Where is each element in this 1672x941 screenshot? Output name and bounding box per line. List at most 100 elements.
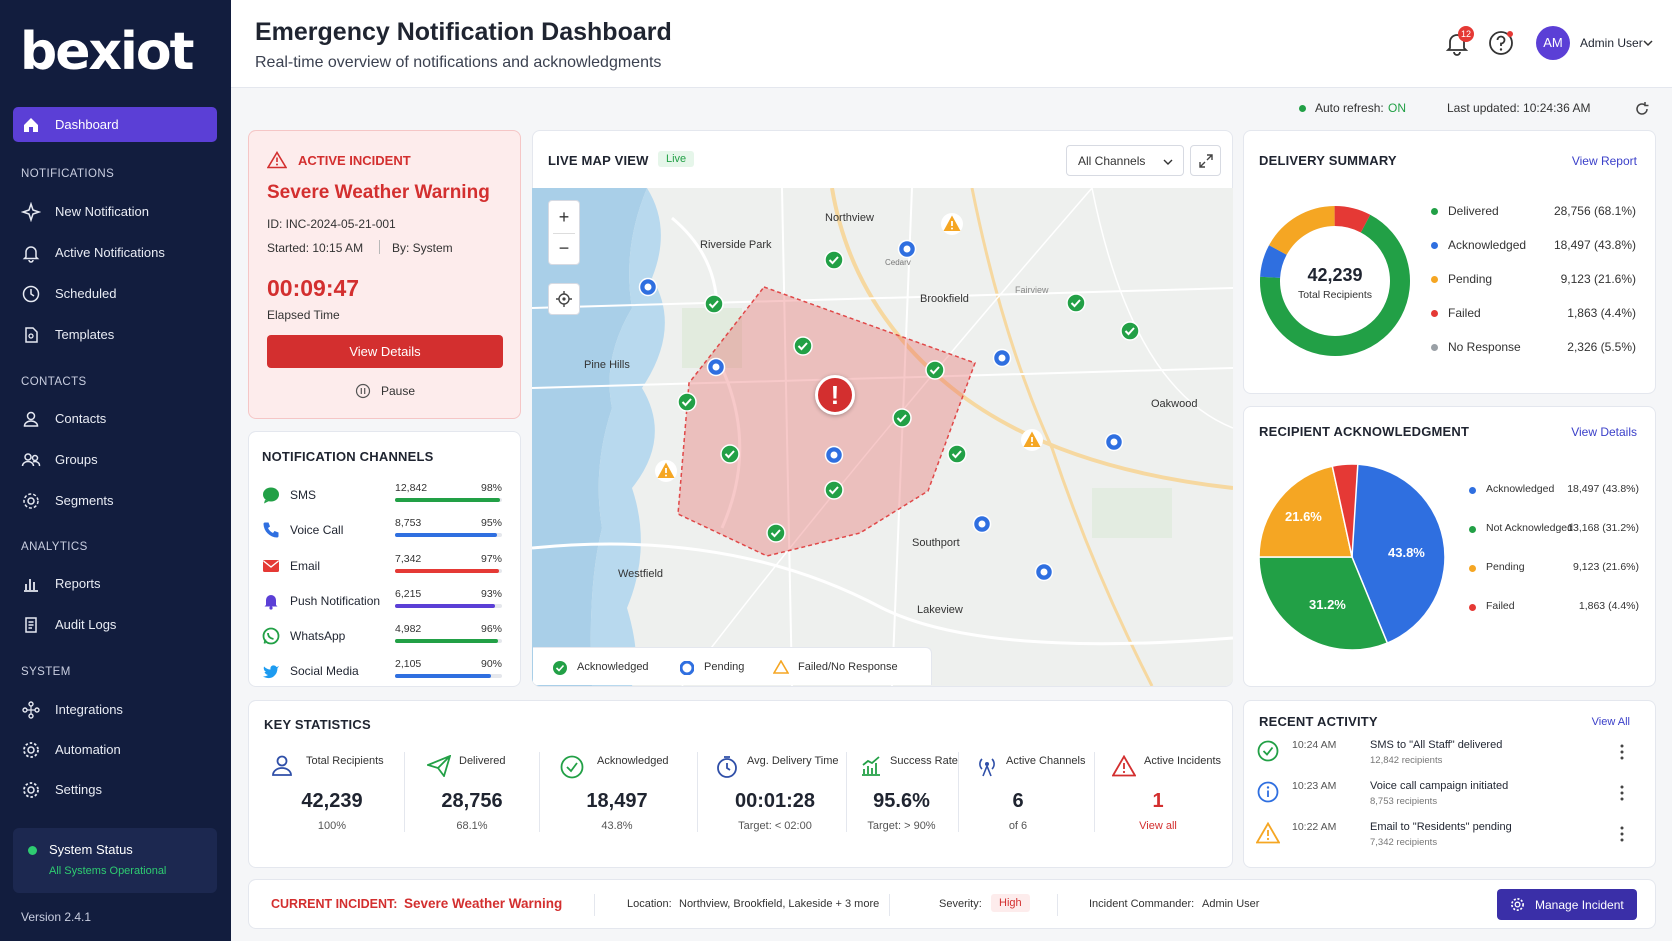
pie-label-pending: 21.6% bbox=[1285, 509, 1322, 524]
acknowledged-marker[interactable] bbox=[704, 294, 724, 314]
more-vertical-icon[interactable] bbox=[1620, 826, 1624, 842]
acknowledged-marker[interactable] bbox=[1120, 321, 1140, 341]
acknowledged-marker[interactable] bbox=[824, 250, 844, 270]
check-circle-icon bbox=[793, 336, 813, 356]
channel-count: 4,982 bbox=[395, 623, 422, 635]
view-report-link[interactable]: View Report bbox=[1571, 154, 1637, 168]
zoom-out-button[interactable]: − bbox=[558, 238, 570, 258]
sidebar-item-label: Audit Logs bbox=[55, 617, 117, 632]
system-status-card[interactable]: System Status All Systems Operational bbox=[13, 828, 217, 893]
sidebar-item-new-notification[interactable]: New Notification bbox=[13, 194, 217, 229]
chevron-down-icon bbox=[1163, 159, 1173, 165]
acknowledged-marker[interactable] bbox=[824, 480, 844, 500]
stat-acknowledged: Acknowledged 18,497 43.8% bbox=[547, 745, 687, 840]
pending-marker[interactable] bbox=[638, 277, 658, 297]
pending-circle-icon bbox=[680, 661, 694, 675]
sidebar-item-active-notifications[interactable]: Active Notifications bbox=[13, 235, 217, 270]
pending-marker[interactable] bbox=[824, 445, 844, 465]
channel-progress-track bbox=[395, 569, 502, 573]
pause-button[interactable]: Pause bbox=[355, 383, 425, 399]
acknowledged-marker[interactable] bbox=[766, 523, 786, 543]
phone-icon bbox=[263, 522, 279, 538]
acknowledged-marker[interactable] bbox=[720, 444, 740, 464]
sidebar-item-settings[interactable]: Settings bbox=[13, 772, 217, 807]
acknowledged-marker[interactable] bbox=[677, 392, 697, 412]
failed-marker[interactable] bbox=[1020, 428, 1044, 452]
pending-marker[interactable] bbox=[972, 514, 992, 534]
more-vertical-icon[interactable] bbox=[1620, 785, 1624, 801]
sidebar-item-groups[interactable]: Groups bbox=[13, 442, 217, 477]
legend-row: Acknowledged 18,497 (43.8%) bbox=[1431, 238, 1636, 254]
channel-percent: 97% bbox=[480, 553, 502, 565]
pending-marker[interactable] bbox=[897, 239, 917, 259]
channel-row-push[interactable]: Push Notification 6,215 93% bbox=[262, 588, 502, 620]
channel-row-voice[interactable]: Voice Call 8,753 95% bbox=[262, 517, 502, 549]
pending-circle-icon bbox=[706, 357, 726, 377]
donut-segment bbox=[1260, 206, 1410, 356]
more-vertical-icon[interactable] bbox=[1620, 744, 1624, 760]
pending-circle-icon bbox=[1104, 432, 1124, 452]
sidebar-item-label: Automation bbox=[55, 742, 121, 757]
pie-label-acknowledged: 43.8% bbox=[1388, 545, 1425, 560]
manage-incident-button[interactable]: Manage Incident bbox=[1497, 889, 1637, 920]
channel-filter-select[interactable]: All Channels bbox=[1066, 145, 1184, 176]
sidebar-item-contacts[interactable]: Contacts bbox=[13, 401, 217, 436]
section-analytics: ANALYTICS bbox=[21, 541, 88, 553]
view-details-button[interactable]: View Details bbox=[267, 335, 503, 368]
pending-marker[interactable] bbox=[706, 357, 726, 377]
check-circle-icon bbox=[677, 392, 697, 412]
refresh-icon[interactable] bbox=[1634, 101, 1650, 117]
activity-row[interactable]: 10:23 AM Voice call campaign initiated 8… bbox=[1252, 779, 1652, 819]
document-icon bbox=[25, 616, 37, 633]
warning-icon bbox=[773, 660, 789, 674]
pending-marker[interactable] bbox=[1104, 432, 1124, 452]
stat-label: Avg. Delivery Time bbox=[747, 755, 839, 767]
user-name[interactable]: Admin User bbox=[1580, 36, 1643, 50]
auto-refresh-state[interactable]: ON bbox=[1388, 101, 1406, 115]
sidebar-item-templates[interactable]: Templates bbox=[13, 317, 217, 352]
zoom-in-button[interactable]: + bbox=[558, 207, 570, 227]
legend-dot bbox=[1469, 604, 1476, 611]
notifications-button[interactable]: 12 bbox=[1444, 26, 1474, 56]
sidebar-item-dashboard[interactable]: Dashboard bbox=[13, 107, 217, 142]
incident-epicenter-marker[interactable]: ! bbox=[815, 375, 855, 415]
sidebar-item-scheduled[interactable]: Scheduled bbox=[13, 276, 217, 311]
chevron-down-icon[interactable] bbox=[1643, 39, 1653, 47]
legend-value: 1,863 (4.4%) bbox=[1578, 600, 1639, 612]
failed-marker[interactable] bbox=[940, 212, 964, 236]
pending-marker[interactable] bbox=[992, 348, 1012, 368]
sidebar-item-reports[interactable]: Reports bbox=[13, 566, 217, 601]
donut-segment bbox=[1260, 206, 1410, 356]
acknowledged-marker[interactable] bbox=[892, 408, 912, 428]
acknowledged-marker[interactable] bbox=[947, 444, 967, 464]
activity-row[interactable]: 10:24 AM SMS to "All Staff" delivered 12… bbox=[1252, 738, 1652, 778]
sidebar-item-audit-logs[interactable]: Audit Logs bbox=[13, 607, 217, 642]
view-all-activity-link[interactable]: View All bbox=[1591, 716, 1630, 728]
channel-row-email[interactable]: Email 7,342 97% bbox=[262, 553, 502, 585]
acknowledged-marker[interactable] bbox=[793, 336, 813, 356]
acknowledged-marker[interactable] bbox=[1066, 293, 1086, 313]
channel-row-sms[interactable]: SMS 12,842 98% bbox=[262, 482, 502, 514]
ack-pie-chart bbox=[1258, 463, 1446, 651]
acknowledged-marker[interactable] bbox=[925, 360, 945, 380]
view-all-incidents-link[interactable]: View all bbox=[1139, 820, 1177, 832]
failed-marker[interactable] bbox=[654, 459, 678, 483]
channel-row-whatsapp[interactable]: WhatsApp 4,982 96% bbox=[262, 623, 502, 655]
fullscreen-button[interactable] bbox=[1190, 145, 1221, 176]
pending-marker[interactable] bbox=[1034, 562, 1054, 582]
pie-label-not-acknowledged: 31.2% bbox=[1309, 597, 1346, 612]
view-details-link[interactable]: View Details bbox=[1571, 425, 1637, 439]
help-button[interactable] bbox=[1487, 29, 1515, 57]
sidebar-item-segments[interactable]: Segments bbox=[13, 483, 217, 518]
activity-row[interactable]: 10:22 AM Email to "Residents" pending 7,… bbox=[1252, 820, 1652, 860]
channel-row-social[interactable]: Social Media 2,105 90% bbox=[262, 658, 502, 690]
whatsapp-icon bbox=[262, 627, 280, 645]
map-canvas[interactable]: ! + − Northview Riverside Park Cedarv Br… bbox=[532, 188, 1233, 686]
timer-icon bbox=[717, 756, 737, 778]
sidebar-item-integrations[interactable]: Integrations bbox=[13, 692, 217, 727]
avatar[interactable]: AM bbox=[1536, 26, 1570, 60]
incident-title: Severe Weather Warning bbox=[267, 182, 490, 203]
sidebar-item-automation[interactable]: Automation bbox=[13, 732, 217, 767]
sidebar-item-label: New Notification bbox=[55, 204, 149, 219]
locate-button[interactable] bbox=[548, 283, 580, 315]
